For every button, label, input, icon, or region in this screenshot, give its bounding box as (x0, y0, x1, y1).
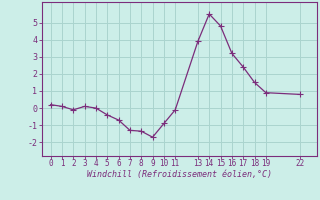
X-axis label: Windchill (Refroidissement éolien,°C): Windchill (Refroidissement éolien,°C) (87, 170, 272, 179)
